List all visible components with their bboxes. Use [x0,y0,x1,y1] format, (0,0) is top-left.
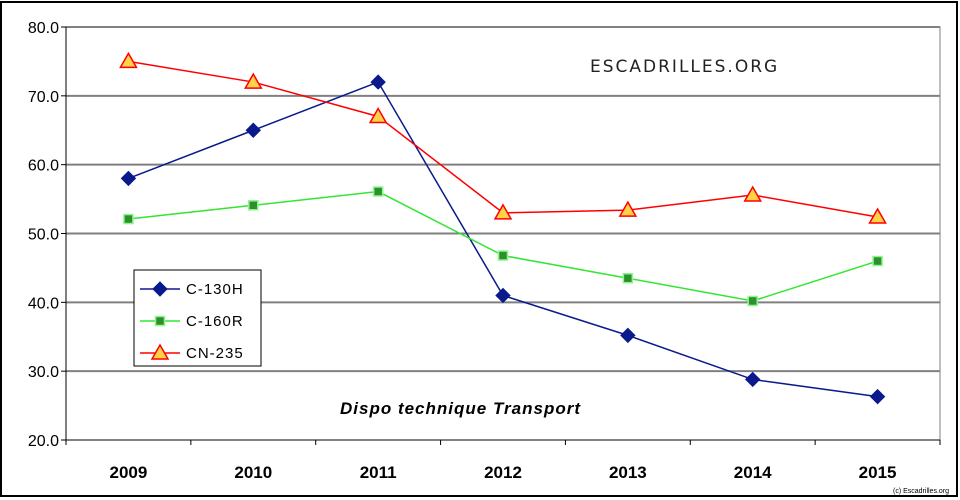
data-point-cn-235 [119,51,138,69]
data-point-cn-235 [243,72,263,89]
data-point-c-130h [745,371,761,388]
x-tick-label: 2014 [734,463,772,482]
data-point-cn-235 [743,185,763,202]
series-group [119,51,887,405]
legend-marker-c-160r [154,315,166,327]
legend-label-c-160r: C-160R [186,313,244,330]
x-tick-label: 2012 [484,463,522,482]
y-tick-label: 70.0 [28,89,59,106]
legend-label-c-130h: C-130H [186,281,244,298]
x-tick-label: 2011 [360,463,397,482]
data-point-c-160r [497,250,509,261]
data-point-c-130h [869,388,886,405]
copyright-text: (c) Escadrilles.org [893,488,949,495]
data-point-c-130h [370,74,386,90]
data-point-c-160r [123,213,134,225]
y-tick-label: 20.0 [28,433,59,450]
y-tick-label: 60.0 [28,158,59,175]
data-point-c-130h [620,327,636,344]
data-point-cn-235 [868,207,887,224]
chart-subtitle: Dispo technique Transport [340,399,581,418]
data-point-c-130h [120,170,137,187]
y-axis-ticks: 20.0 30.0 40.0 50.0 60.0 70.0 80.0 [28,20,66,450]
legend: C-130H C-160R CN-235 [133,269,262,367]
data-point-c-160r [872,255,883,267]
legend-marker-c-130h [152,281,168,297]
x-tick-label: 2013 [609,463,647,482]
watermark-text: ESCADRILLES.ORG [590,57,779,77]
y-tick-label: 50.0 [28,227,59,244]
data-point-cn-235 [618,200,638,217]
x-tick-label: 2009 [110,463,148,482]
data-point-c-160r [248,200,259,211]
data-point-cn-235 [493,203,513,220]
legend-label-cn-235: CN-235 [186,345,244,362]
data-point-c-160r [622,272,634,284]
data-point-c-160r [372,186,384,197]
data-point-cn-235 [368,106,388,124]
legend-marker-cn-235 [150,343,170,360]
y-tick-label: 80.0 [28,20,59,37]
data-point-c-130h [245,122,261,138]
data-point-c-130h [495,287,511,304]
y-tick-label: 30.0 [28,364,59,381]
data-point-c-160r [747,295,758,307]
x-tick-label: 2015 [859,463,897,482]
x-tick-label: 2010 [234,463,272,482]
y-tick-label: 40.0 [28,295,59,312]
x-axis-ticks: 2009 2010 2011 2012 2013 2014 2015 [65,440,941,482]
